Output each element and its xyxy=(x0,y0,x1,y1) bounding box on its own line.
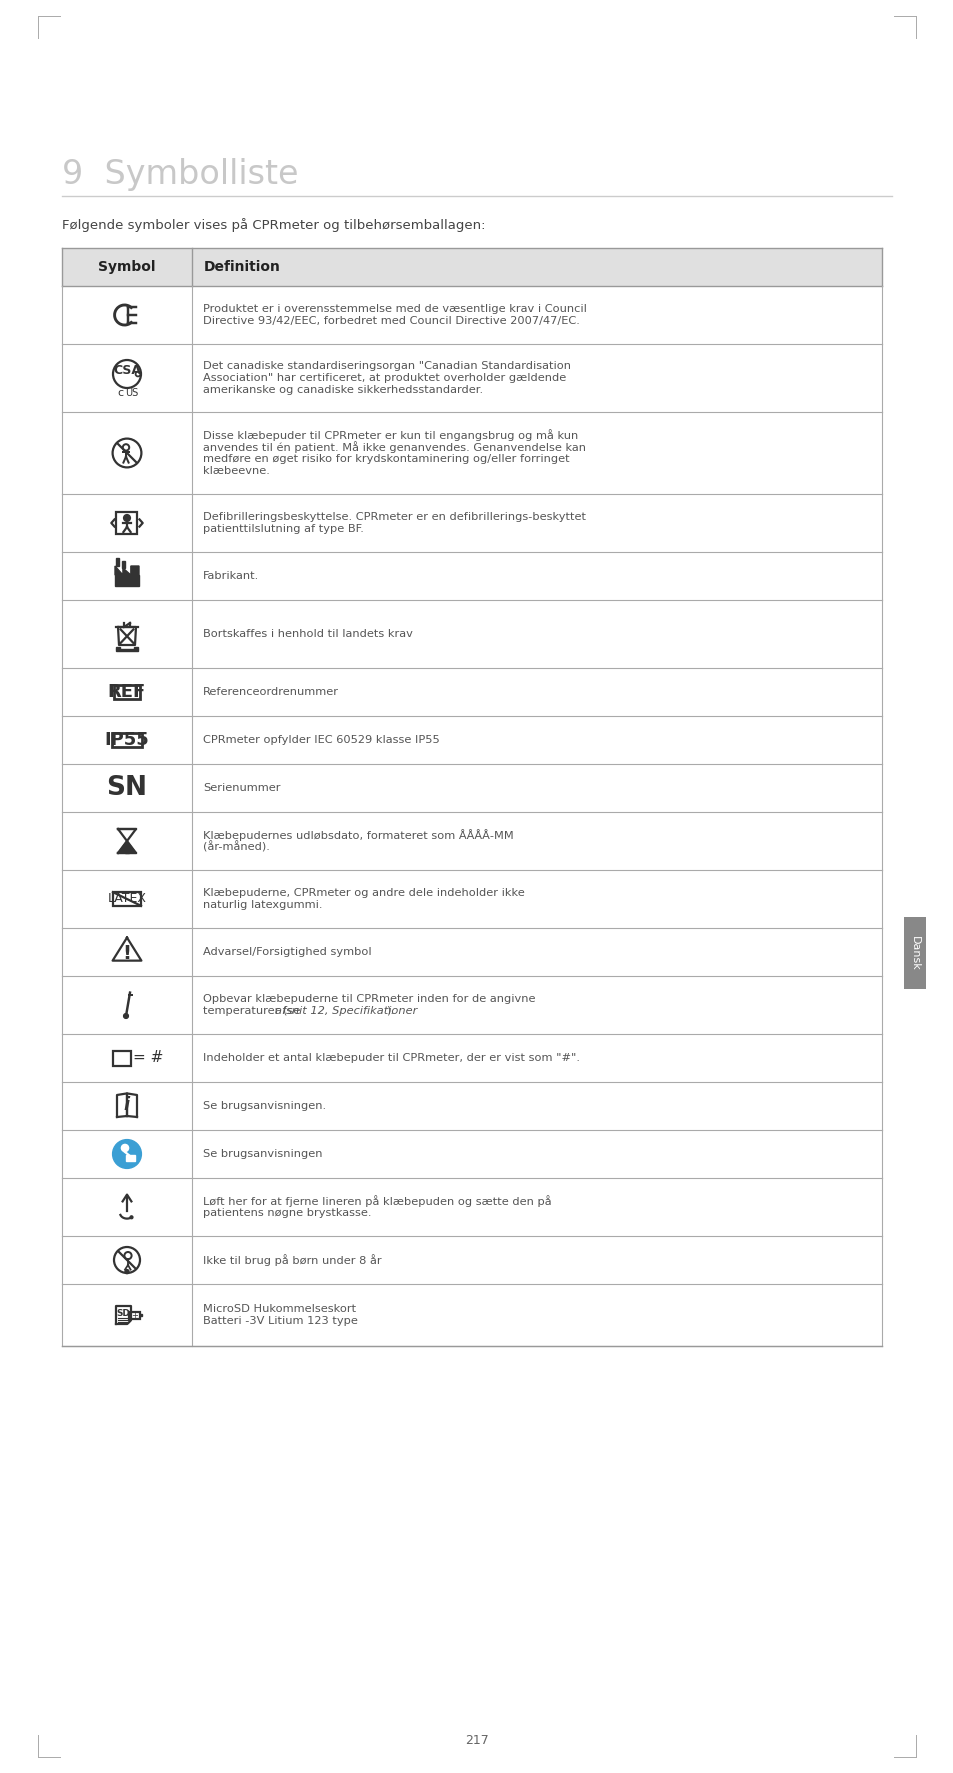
Text: Følgende symboler vises på CPRmeter og tilbehørsemballagen:: Følgende symboler vises på CPRmeter og t… xyxy=(62,218,485,232)
Text: ).: ). xyxy=(386,1005,394,1016)
Bar xyxy=(62,285,882,344)
Text: patientens nøgne brystkasse.: patientens nøgne brystkasse. xyxy=(203,1207,371,1218)
Text: Indeholder et antal klæbepuder til CPRmeter, der er vist som "#".: Indeholder et antal klæbepuder til CPRme… xyxy=(203,1053,579,1064)
Circle shape xyxy=(124,514,131,521)
Text: LATEX: LATEX xyxy=(108,892,147,906)
Circle shape xyxy=(112,1140,141,1168)
Bar xyxy=(903,917,925,989)
Bar xyxy=(62,1236,882,1284)
Text: = #: = # xyxy=(132,1050,163,1066)
Text: Fabrikant.: Fabrikant. xyxy=(203,571,259,582)
Text: MicroSD Hukommelseskort: MicroSD Hukommelseskort xyxy=(203,1305,355,1314)
Bar xyxy=(62,551,882,599)
Polygon shape xyxy=(115,574,139,587)
Bar xyxy=(112,1050,131,1066)
Bar xyxy=(62,1177,882,1236)
Text: Association" har certificeret, at produktet overholder gældende: Association" har certificeret, at produk… xyxy=(203,372,566,383)
Text: i: i xyxy=(124,1096,130,1113)
Text: Defibrilleringsbeskyttelse. CPRmeter er en defibrillerings-beskyttet: Defibrilleringsbeskyttelse. CPRmeter er … xyxy=(203,512,585,523)
Circle shape xyxy=(121,1144,129,1152)
Text: Dansk: Dansk xyxy=(909,936,919,970)
Bar xyxy=(62,1129,882,1177)
Bar xyxy=(62,599,882,668)
Text: medføre en øget risiko for krydskontaminering og/eller forringet: medføre en øget risiko for krydskontamin… xyxy=(203,454,569,465)
Bar xyxy=(62,344,882,411)
Bar xyxy=(62,812,882,871)
Polygon shape xyxy=(122,560,125,567)
Text: Det canadiske standardiseringsorgan "Canadian Standardisation: Det canadiske standardiseringsorgan "Can… xyxy=(203,362,571,371)
Text: CPRmeter opfylder IEC 60529 klasse IP55: CPRmeter opfylder IEC 60529 klasse IP55 xyxy=(203,736,439,745)
Text: Symbol: Symbol xyxy=(98,261,155,275)
Polygon shape xyxy=(118,840,136,853)
Bar xyxy=(62,248,882,285)
Text: Klæbepudernes udløbsdato, formateret som ÅÅÅÅ-MM: Klæbepudernes udløbsdato, formateret som… xyxy=(203,830,514,840)
Bar xyxy=(62,764,882,812)
Text: REF: REF xyxy=(108,683,146,700)
Bar xyxy=(62,1284,882,1346)
Bar xyxy=(126,1154,135,1161)
Text: Klæbepuderne, CPRmeter og andre dele indeholder ikke: Klæbepuderne, CPRmeter og andre dele ind… xyxy=(203,888,524,899)
Text: Disse klæbepuder til CPRmeter er kun til engangsbrug og må kun: Disse klæbepuder til CPRmeter er kun til… xyxy=(203,429,578,441)
Bar xyxy=(140,1314,141,1316)
Polygon shape xyxy=(133,647,138,649)
Polygon shape xyxy=(115,566,139,574)
Text: c: c xyxy=(117,388,123,397)
Circle shape xyxy=(130,1216,132,1218)
Text: Produktet er i overensstemmelse med de væsentlige krav i Council: Produktet er i overensstemmelse med de v… xyxy=(203,305,586,314)
Text: Directive 93/42/EEC, forbedret med Council Directive 2007/47/EC.: Directive 93/42/EEC, forbedret med Counc… xyxy=(203,316,579,326)
Text: !: ! xyxy=(122,943,132,963)
Circle shape xyxy=(124,1014,129,1018)
Bar xyxy=(62,927,882,975)
Text: SN: SN xyxy=(107,775,148,801)
Text: (år-måned).: (år-måned). xyxy=(203,840,270,853)
Polygon shape xyxy=(116,558,119,566)
Bar xyxy=(113,684,140,699)
Text: +: + xyxy=(131,1310,138,1319)
Text: Bortskaffes i henhold til landets krav: Bortskaffes i henhold til landets krav xyxy=(203,629,413,638)
Bar xyxy=(129,1312,140,1319)
Text: Serienummer: Serienummer xyxy=(203,784,280,793)
Bar xyxy=(62,1082,882,1129)
Text: US: US xyxy=(125,388,138,397)
Text: klæbeevne.: klæbeevne. xyxy=(203,466,270,475)
Text: Batteri -3V Litium 123 type: Batteri -3V Litium 123 type xyxy=(203,1316,357,1326)
Text: IP55: IP55 xyxy=(105,730,150,748)
Text: CSA: CSA xyxy=(112,365,141,378)
Polygon shape xyxy=(116,647,120,649)
Bar xyxy=(62,411,882,495)
Text: Opbevar klæbepuderne til CPRmeter inden for de angivne: Opbevar klæbepuderne til CPRmeter inden … xyxy=(203,995,535,1004)
Polygon shape xyxy=(125,849,129,853)
Polygon shape xyxy=(116,649,138,651)
Text: temperaturer (se: temperaturer (se xyxy=(203,1005,304,1016)
Bar xyxy=(112,732,142,746)
Bar xyxy=(62,1034,882,1082)
Text: Se brugsanvisningen.: Se brugsanvisningen. xyxy=(203,1101,326,1112)
Bar xyxy=(112,892,141,906)
Text: Advarsel/Forsigtighed symbol: Advarsel/Forsigtighed symbol xyxy=(203,947,372,957)
Text: anvendes til én patient. Må ikke genanvendes. Genanvendelse kan: anvendes til én patient. Må ikke genanve… xyxy=(203,441,585,454)
Bar xyxy=(62,975,882,1034)
Text: naturlig latexgummi.: naturlig latexgummi. xyxy=(203,901,322,910)
Text: afsnit 12, Specifikationer: afsnit 12, Specifikationer xyxy=(275,1005,417,1016)
Bar xyxy=(116,512,137,534)
Text: 9  Symbolliste: 9 Symbolliste xyxy=(62,158,298,191)
Circle shape xyxy=(125,1269,129,1273)
Text: Definition: Definition xyxy=(204,261,280,275)
Text: Løft her for at fjerne lineren på klæbepuden og sætte den på: Løft her for at fjerne lineren på klæbep… xyxy=(203,1195,551,1207)
Bar xyxy=(62,495,882,551)
Text: SD: SD xyxy=(116,1310,131,1319)
Text: 217: 217 xyxy=(465,1734,488,1748)
Text: Referenceordrenummer: Referenceordrenummer xyxy=(203,686,338,697)
Text: Ikke til brug på børn under 8 år: Ikke til brug på børn under 8 år xyxy=(203,1254,381,1266)
Text: Se brugsanvisningen: Se brugsanvisningen xyxy=(203,1149,322,1160)
Text: patienttilslutning af type BF.: patienttilslutning af type BF. xyxy=(203,523,363,534)
Bar xyxy=(62,716,882,764)
Text: amerikanske og canadiske sikkerhedsstandarder.: amerikanske og canadiske sikkerhedsstand… xyxy=(203,385,482,395)
Bar xyxy=(62,668,882,716)
Bar xyxy=(62,871,882,927)
